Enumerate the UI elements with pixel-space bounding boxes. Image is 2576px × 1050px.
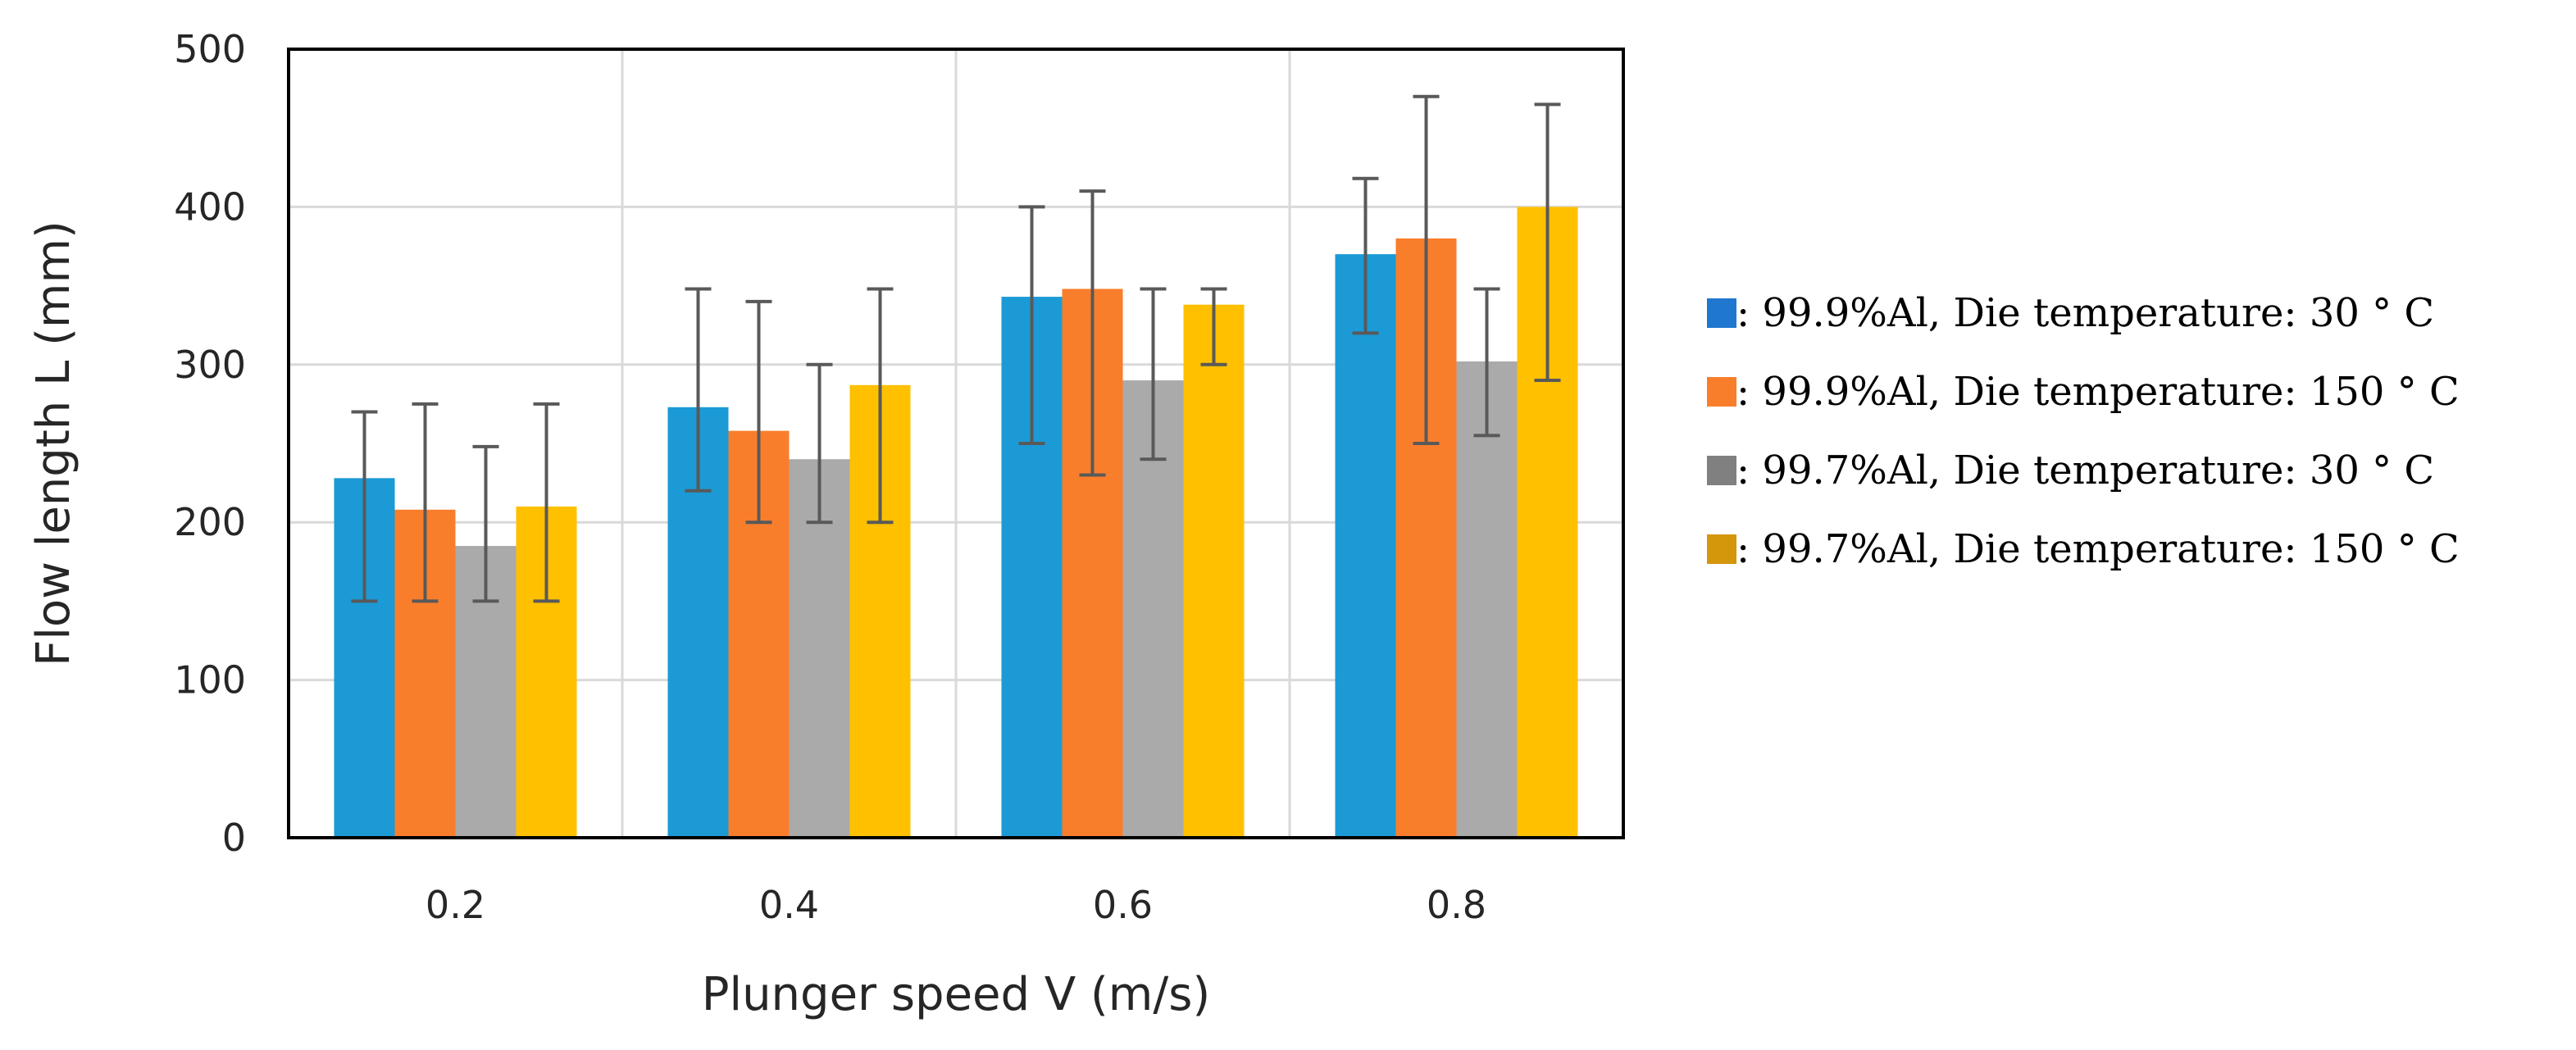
legend-label: : 99.7%Al, Die temperature: 30 ° C xyxy=(1736,448,2434,493)
legend: : 99.9%Al, Die temperature: 30 ° C : 99.9… xyxy=(1707,290,2460,572)
y-axis-ticks: 0 100 200 300 400 500 xyxy=(174,27,246,860)
y-tick-label: 400 xyxy=(174,184,246,229)
y-tick-label: 200 xyxy=(174,500,246,544)
legend-swatch xyxy=(1707,298,1736,328)
x-tick-label: 0.6 xyxy=(1093,883,1153,927)
legend-label: : 99.9%Al, Die temperature: 150 ° C xyxy=(1736,369,2460,415)
y-tick-label: 500 xyxy=(174,27,246,71)
x-tick-label: 0.4 xyxy=(759,883,819,927)
y-tick-label: 0 xyxy=(222,816,246,860)
bar xyxy=(1183,304,1245,838)
x-axis-title: Plunger speed V (m/s) xyxy=(702,968,1211,1021)
y-tick-label: 100 xyxy=(174,658,246,702)
plot-area-frame xyxy=(287,48,1625,839)
legend-swatch xyxy=(1707,377,1736,407)
bar xyxy=(1456,361,1518,838)
legend-swatch xyxy=(1707,534,1736,564)
bars xyxy=(334,207,1578,838)
bar xyxy=(1335,254,1396,838)
legend-swatch xyxy=(1707,456,1736,485)
x-tick-label: 0.8 xyxy=(1427,883,1486,927)
y-tick-label: 300 xyxy=(174,343,246,387)
y-axis-title: Flow length L (mm) xyxy=(27,220,80,666)
legend-label: : 99.9%Al, Die temperature: 30 ° C xyxy=(1736,290,2434,336)
error-bars xyxy=(351,94,1561,603)
x-axis-ticks: 0.2 0.4 0.6 0.8 xyxy=(426,883,1486,927)
x-tick-label: 0.2 xyxy=(426,883,485,927)
legend-label: : 99.7%Al, Die temperature: 150 ° C xyxy=(1736,526,2460,572)
